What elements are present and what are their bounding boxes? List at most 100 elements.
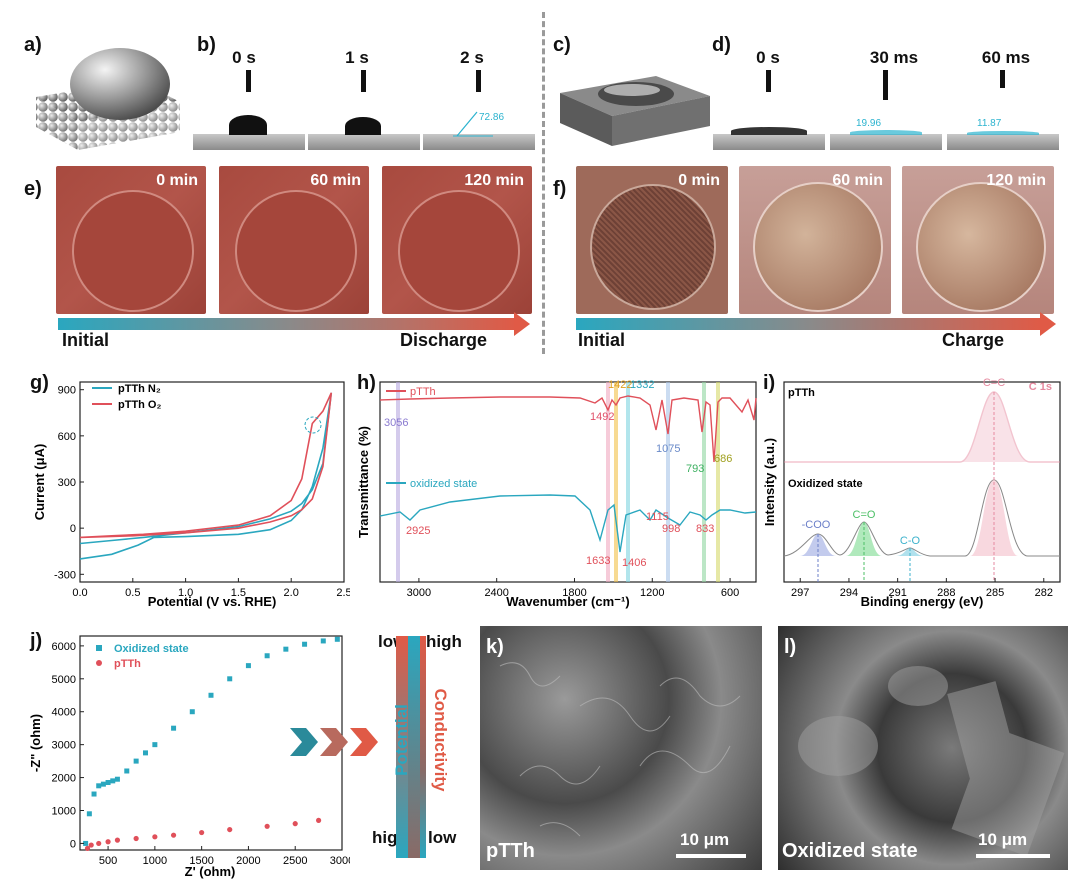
cv-legend-n2: pTTh N₂ <box>118 383 161 395</box>
chevron-arrows-icon <box>290 728 378 756</box>
xps-xlabel: Binding energy (eV) <box>861 594 984 609</box>
e-arrow-start: Initial <box>62 330 110 350</box>
b-time-2: 2 s <box>460 48 484 67</box>
xps-cod-label: C=O <box>853 509 876 521</box>
cv-ytick-label: 600 <box>58 431 76 443</box>
xps-bottom-label: Oxidized state <box>788 478 863 490</box>
xps-chart: pTTh Oxidized state C=C C 1s -COO C=O C-… <box>762 377 1061 609</box>
ftir-peak-1633: 1633 <box>586 555 610 567</box>
conductivity-gradient-bar <box>420 636 426 858</box>
sem-l-scalebar-label: 10 μm <box>978 830 1028 849</box>
eis-xtick-label: 2000 <box>236 855 260 867</box>
d-angle-value-1: 19.96 <box>856 118 882 129</box>
panel-label-j: j) <box>30 630 43 652</box>
eis-xtick-label: 500 <box>99 855 117 867</box>
potential-gradient-bar <box>396 636 408 858</box>
ftir-band-686 <box>716 382 720 582</box>
b-time-0: 0 s <box>232 48 256 67</box>
eis-point-oxidized <box>264 653 270 659</box>
ftir-peak-998: 998 <box>662 523 680 535</box>
panel-label-c: c) <box>553 34 571 56</box>
cv-ytick-label: 900 <box>58 385 76 397</box>
cv-xtick-label: 0.0 <box>72 587 87 599</box>
e-time-0: 0 min <box>156 172 198 189</box>
xps-frame <box>783 381 1061 583</box>
f-photo-1: 60 min <box>739 166 891 314</box>
ftir-band-1422 <box>614 382 618 582</box>
d-contact-image-2: 11.87 <box>947 66 1059 150</box>
ftir-legend-bottom: oxidized state <box>410 478 477 490</box>
d-angle-value-2: 11.87 <box>977 118 1002 129</box>
f-photo-0: 0 min <box>576 166 728 314</box>
scale-low-bottom: low <box>428 828 457 847</box>
eis-point-oxidized <box>208 692 214 698</box>
ftir-frame <box>379 381 757 583</box>
porous-surface-droplet-illustration <box>556 58 714 148</box>
ftir-xtick-label: 2400 <box>484 587 508 599</box>
eis-xtick-label: 3000 <box>330 855 350 867</box>
cv-ytick-label: 0 <box>70 523 76 535</box>
cv-series-1 <box>79 392 333 539</box>
f-time-2: 120 min <box>986 172 1046 189</box>
ftir-peak-686: 686 <box>714 453 732 465</box>
eis-point-oxidized <box>143 750 148 756</box>
cv-chart: 0.0 0.5 1.0 1.5 2.0 2.5 900 600 300 0 -300 pTTh N₂… <box>32 381 350 609</box>
ftir-ylabel: Transmittance (%) <box>356 426 371 538</box>
xps-xtick-label: 294 <box>840 587 858 599</box>
eis-legend-marker-pttH <box>96 660 102 666</box>
sem-k-scalebar <box>676 854 746 858</box>
eis-point-oxidized <box>105 780 111 786</box>
ftir-peak-793: 793 <box>686 463 704 475</box>
eis-point-pttH <box>227 826 233 833</box>
f-arrow-end: Charge <box>942 330 1005 350</box>
eis-point-oxidized <box>114 776 120 782</box>
eis-ytick-label: 3000 <box>52 740 76 752</box>
eis-point-oxidized <box>133 758 139 764</box>
eis-point-pttH <box>133 835 139 842</box>
ftir-band-1332 <box>626 382 630 582</box>
eis-point-pttH <box>84 845 91 851</box>
panel-label-g: g) <box>30 372 49 394</box>
eis-point-oxidized <box>227 676 233 682</box>
eis-point-oxidized <box>189 709 195 715</box>
eis-point-pttH <box>170 832 177 838</box>
xps-c1s-label: C 1s <box>1029 381 1052 393</box>
d-contact-image-0 <box>713 66 825 150</box>
scale-high-top: high <box>426 632 462 651</box>
eis-point-pttH <box>264 823 270 829</box>
ftir-xtick-label: 1200 <box>640 587 664 599</box>
eis-point-oxidized <box>91 791 97 797</box>
eis-point-oxidized <box>171 725 177 731</box>
potential-label: Potential <box>392 704 411 776</box>
sem-k-scalebar-label: 10 μm <box>680 830 730 849</box>
panel-label-b: b) <box>197 34 216 56</box>
f-time-1: 60 min <box>832 172 883 189</box>
ftir-peak-2925: 2925 <box>406 525 430 537</box>
eis-point-pttH <box>105 839 111 845</box>
sem-l-scalebar <box>976 854 1050 858</box>
eis-point-pttH <box>316 817 322 823</box>
eis-ytick-label: 2000 <box>52 773 76 785</box>
eis-ylabel: -Z" (ohm) <box>28 714 43 772</box>
f-photo-2: 120 min <box>902 166 1054 314</box>
cv-series-0 <box>79 392 333 560</box>
cv-peak-highlight <box>304 416 322 434</box>
panel-label-l: l) <box>784 636 797 658</box>
ftir-legend-top: pTTh <box>410 386 436 398</box>
ftir-peak-1492: 1492 <box>590 411 614 423</box>
e-time-2: 120 min <box>464 172 524 189</box>
eis-point-oxidized <box>124 768 130 774</box>
e-arrow-end: Discharge <box>400 330 488 350</box>
eis-point-pttH <box>199 829 205 836</box>
eis-point-oxidized <box>96 783 102 789</box>
eis-point-oxidized <box>334 636 340 642</box>
eis-point-pttH <box>96 840 102 847</box>
eis-legend-marker-oxidized <box>96 645 102 651</box>
d-contact-image-1: 19.96 <box>830 66 942 150</box>
ftir-peak-1075: 1075 <box>656 443 680 455</box>
sem-k-label: pTTh <box>486 840 535 862</box>
xps-co-label: C-O <box>900 535 921 547</box>
b-time-1: 1 s <box>345 48 369 67</box>
panel-label-k: k) <box>486 636 504 658</box>
sem-image-oxidized: l) Oxidized state 10 μm <box>778 626 1068 870</box>
